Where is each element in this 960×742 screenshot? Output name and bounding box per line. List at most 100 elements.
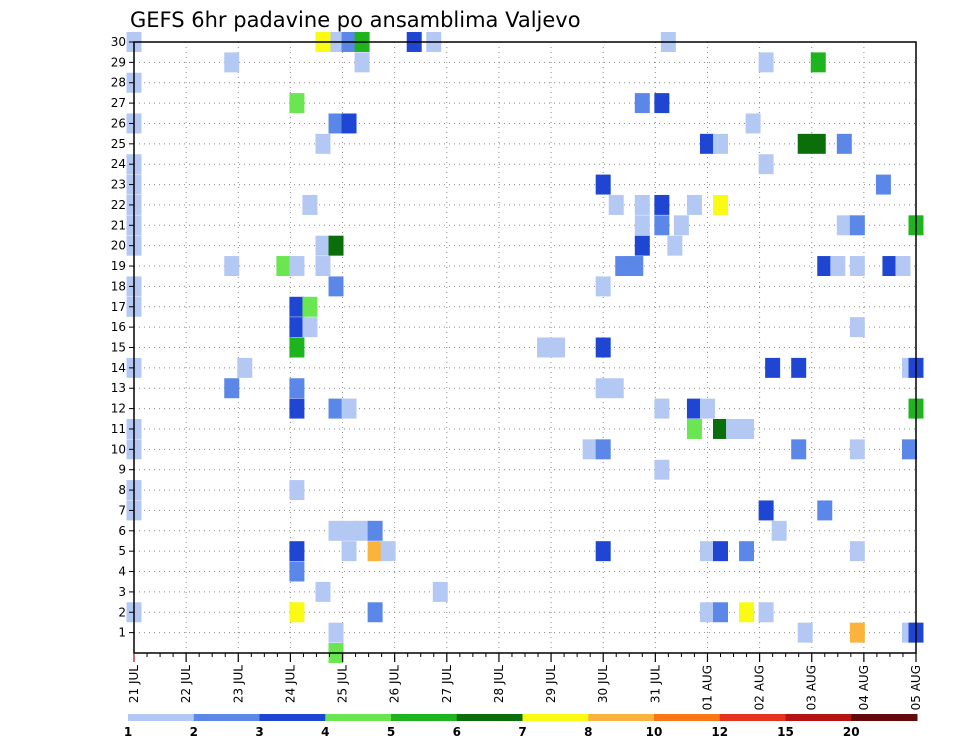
precip-cell: [758, 602, 774, 623]
y-tick-label: 16: [111, 320, 126, 334]
colorbar-segment: [325, 714, 392, 721]
y-tick-label: 3: [118, 585, 126, 599]
precip-cell: [699, 541, 715, 562]
precip-cell: [771, 520, 787, 541]
precip-cell: [791, 357, 807, 378]
x-tick-label: 24 JUL: [283, 665, 297, 703]
y-tick-label: 23: [111, 178, 126, 192]
precip-cell: [595, 378, 611, 399]
colorbar-segment: [654, 714, 721, 721]
precip-cell: [224, 256, 240, 277]
precip-cell: [875, 174, 891, 195]
precip-cell: [654, 194, 670, 215]
y-tick-label: 9: [118, 463, 126, 477]
axes: 1234567891011121314151617181920212223242…: [111, 35, 923, 710]
y-tick-label: 28: [111, 76, 126, 90]
precip-cell: [713, 541, 728, 562]
precip-cell: [817, 500, 833, 521]
precip-cell: [367, 520, 383, 541]
colorbar-label: 20: [843, 725, 860, 739]
x-tick-label: 01 AUG: [700, 665, 714, 710]
colorbar-segment: [785, 714, 852, 721]
precip-cell: [289, 93, 305, 114]
precip-cell: [758, 500, 774, 521]
precip-cell: [654, 398, 670, 419]
precip-cell: [901, 439, 917, 460]
precip-cell: [634, 235, 650, 256]
colorbar-segment: [719, 714, 786, 721]
precip-cell: [289, 378, 305, 399]
y-tick-label: 11: [111, 422, 126, 436]
y-tick-label: 4: [118, 565, 126, 579]
precip-cell: [595, 276, 611, 297]
precip-cell: [224, 378, 240, 399]
precip-cell: [341, 541, 357, 562]
precip-cell: [354, 52, 370, 73]
precip-cell: [797, 622, 813, 643]
precip-cell: [341, 398, 357, 419]
precip-cell: [713, 133, 728, 154]
precip-cell: [810, 133, 826, 154]
x-tick-label: 25 JUL: [336, 665, 350, 703]
y-tick-label: 18: [111, 279, 126, 293]
y-tick-label: 6: [118, 524, 126, 538]
x-tick-label: 29 JUL: [544, 665, 558, 703]
colorbar-label: 6: [453, 725, 461, 739]
x-tick-label: 30 JUL: [596, 665, 610, 703]
precip-cell: [341, 113, 357, 134]
precip-cell: [849, 317, 865, 338]
x-tick-label: 02 AUG: [753, 665, 767, 710]
precip-cell: [354, 520, 370, 541]
y-tick-label: 27: [111, 96, 126, 110]
colorbar-label: 5: [387, 725, 395, 739]
x-tick-label: 31 JUL: [648, 665, 662, 703]
y-tick-label: 26: [111, 116, 126, 130]
y-tick-label: 12: [111, 402, 126, 416]
precip-cell: [615, 256, 631, 277]
precip-cell: [739, 418, 755, 439]
precip-cell: [628, 256, 644, 277]
precip-cell: [328, 520, 344, 541]
precip-cell: [849, 622, 865, 643]
precip-cell: [739, 602, 755, 623]
precip-cell: [289, 337, 305, 358]
precip-cell: [302, 317, 318, 338]
colorbar-label: 7: [518, 725, 526, 739]
precip-cell: [608, 378, 624, 399]
precip-cell: [289, 296, 305, 317]
y-tick-label: 14: [111, 361, 126, 375]
colorbar-label: 1: [124, 725, 132, 739]
precip-cell: [817, 256, 833, 277]
precip-cell: [582, 439, 598, 460]
y-tick-label: 8: [118, 483, 126, 497]
precip-cell: [882, 256, 898, 277]
x-tick-label: 27 JUL: [440, 665, 454, 703]
x-tick-label: 28 JUL: [492, 665, 506, 703]
precip-cell: [765, 357, 781, 378]
y-tick-label: 25: [111, 137, 126, 151]
colorbar-label: 4: [321, 725, 329, 739]
precip-cell: [367, 541, 383, 562]
precip-cell: [713, 602, 728, 623]
y-tick-label: 21: [111, 218, 126, 232]
colorbar-segment: [391, 714, 458, 721]
y-tick-label: 20: [111, 239, 126, 253]
precip-cell: [289, 317, 305, 338]
precip-cell: [595, 439, 611, 460]
y-tick-label: 2: [118, 605, 126, 619]
precip-cell: [699, 398, 715, 419]
precip-cell: [302, 296, 318, 317]
precip-cell: [289, 602, 305, 623]
precip-cell: [836, 215, 852, 236]
precip-cell: [745, 113, 761, 134]
precip-cell: [289, 480, 305, 501]
colorbar-label: 10: [646, 725, 663, 739]
y-tick-label: 30: [111, 35, 126, 49]
colorbar-label: 2: [190, 725, 198, 739]
precip-cell: [810, 52, 826, 73]
colorbar: 1 2 3 4 5 6 7 8 10 12 15 20: [124, 714, 918, 739]
precip-cell: [289, 398, 305, 419]
colorbar-segment: [259, 714, 326, 721]
precip-cell: [328, 113, 344, 134]
